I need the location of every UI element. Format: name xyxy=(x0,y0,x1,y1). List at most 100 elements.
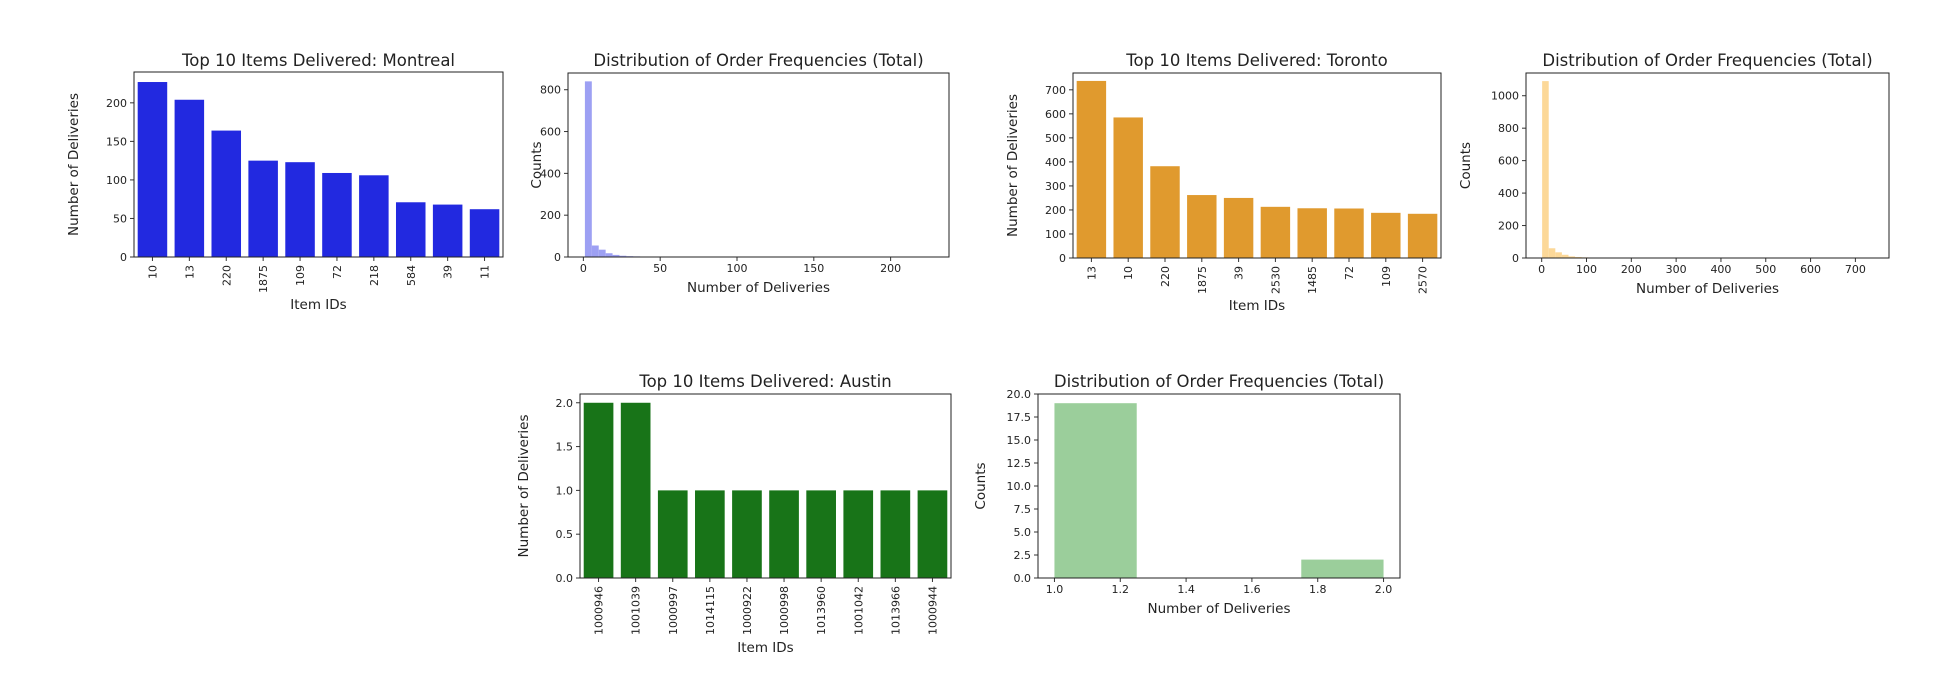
x-tick-label: 11 xyxy=(479,265,492,279)
y-tick-label: 400 xyxy=(1498,187,1519,200)
x-tick-label: 1000997 xyxy=(667,586,680,635)
x-tick-label: 0 xyxy=(580,262,587,275)
y-tick-label: 0 xyxy=(1512,252,1519,265)
plot-frame xyxy=(579,393,952,579)
x-tick-label: 0 xyxy=(1538,263,1545,276)
y-tick-label: 700 xyxy=(1045,84,1066,97)
y-tick-label: 200 xyxy=(540,209,561,222)
x-tick-label: 584 xyxy=(405,265,418,286)
x-tick-label: 600 xyxy=(1800,263,1821,276)
hist-bin-1 xyxy=(584,81,592,257)
bar-72 xyxy=(322,172,352,257)
x-tick-label: 1013960 xyxy=(815,586,828,635)
chart-title: Top 10 Items Delivered: Austin xyxy=(638,372,891,391)
hist-bin-3 xyxy=(598,249,606,257)
x-axis-label: Number of Deliveries xyxy=(1636,281,1779,297)
chart-title: Distribution of Order Frequencies (Total… xyxy=(1054,372,1384,391)
y-tick-label: 0.0 xyxy=(1014,572,1032,585)
bar-1014115 xyxy=(695,490,725,578)
bar-13 xyxy=(1076,80,1107,258)
y-tick-label: 2.0 xyxy=(556,397,574,410)
hist-bin-1 xyxy=(1542,81,1549,258)
chart-title: Distribution of Order Frequencies (Total… xyxy=(1542,51,1872,70)
x-tick-label: 13 xyxy=(183,265,196,279)
y-tick-label: 600 xyxy=(540,126,561,139)
y-axis-label: Number of Deliveries xyxy=(66,93,82,236)
x-tick-label: 1000922 xyxy=(741,586,754,635)
bar-11 xyxy=(469,209,500,257)
y-tick-label: 600 xyxy=(1498,155,1519,168)
bar-220 xyxy=(211,130,242,257)
y-axis-label: Number of Deliveries xyxy=(516,415,532,558)
x-tick-label: 200 xyxy=(1621,263,1642,276)
bar-72 xyxy=(1334,208,1364,258)
y-axis-label: Counts xyxy=(973,462,989,509)
x-tick-label: 10 xyxy=(1122,266,1135,280)
x-tick-label: 39 xyxy=(1233,266,1246,280)
y-tick-label: 0.0 xyxy=(556,572,574,585)
chart-panel-1: 10 13 220 1875 109 72 218 584 39 11 0 50 100 150 200 To… xyxy=(66,51,504,313)
y-tick-label: 12.5 xyxy=(1007,457,1032,470)
hist-bin-5 xyxy=(612,254,620,257)
hist-bin-4 xyxy=(1301,559,1384,578)
x-tick-label: 1014115 xyxy=(704,586,717,635)
y-tick-label: 50 xyxy=(113,212,127,225)
y-axis-label: Counts xyxy=(529,141,545,188)
x-tick-label: 220 xyxy=(220,265,233,286)
hist-bin-4 xyxy=(1561,254,1569,258)
hist-bin-5 xyxy=(1568,256,1576,258)
y-tick-label: 2.5 xyxy=(1014,549,1032,562)
bar-13 xyxy=(174,99,205,257)
bar-220 xyxy=(1150,166,1180,258)
chart-title: Top 10 Items Delivered: Montreal xyxy=(181,51,455,70)
y-tick-label: 400 xyxy=(1045,156,1066,169)
plot-frame xyxy=(567,72,950,258)
y-tick-label: 1.5 xyxy=(556,441,574,454)
x-tick-label: 1000998 xyxy=(778,586,791,635)
x-tick-label: 220 xyxy=(1159,266,1172,287)
bar-10 xyxy=(1113,117,1143,258)
y-tick-label: 5.0 xyxy=(1014,526,1032,539)
x-tick-label: 72 xyxy=(1343,266,1356,280)
bar-1001042 xyxy=(843,490,874,578)
x-tick-label: 72 xyxy=(331,265,344,279)
bar-1875 xyxy=(1187,195,1217,258)
y-tick-label: 0 xyxy=(120,251,127,264)
y-tick-label: 7.5 xyxy=(1014,503,1032,516)
x-tick-label: 2570 xyxy=(1417,266,1430,294)
bar-1875 xyxy=(248,160,278,257)
x-tick-label: 109 xyxy=(294,265,307,286)
chart-panel-2: 0 50 100 150 200 0 200 400 600 800 Distribution of… xyxy=(529,51,950,296)
y-tick-label: 20.0 xyxy=(1007,388,1032,401)
bar-39 xyxy=(432,204,463,257)
chart-panel-5: 1000946 1001039 1000997 1014115 1000922 10009… xyxy=(516,372,952,656)
x-tick-label: 400 xyxy=(1710,263,1731,276)
x-tick-label: 1485 xyxy=(1306,266,1319,294)
y-tick-label: 600 xyxy=(1045,108,1066,121)
y-tick-label: 100 xyxy=(106,174,127,187)
x-tick-label: 1.6 xyxy=(1243,583,1261,596)
y-tick-label: 15.0 xyxy=(1007,434,1032,447)
bar-218 xyxy=(359,175,389,257)
x-tick-label: 1.8 xyxy=(1309,583,1327,596)
hist-bin-2 xyxy=(591,245,599,257)
y-tick-label: 0.5 xyxy=(556,528,574,541)
x-tick-label: 150 xyxy=(803,262,824,275)
x-tick-label: 2.0 xyxy=(1375,583,1393,596)
x-tick-label: 1875 xyxy=(1196,266,1209,294)
x-tick-label: 1.2 xyxy=(1112,583,1130,596)
x-axis-label: Item IDs xyxy=(1229,298,1285,314)
x-tick-label: 1013966 xyxy=(889,586,902,635)
bar-2570 xyxy=(1407,213,1438,258)
x-tick-label: 1000944 xyxy=(926,586,939,635)
bar-109 xyxy=(1371,212,1401,258)
hist-bin-4 xyxy=(605,253,613,257)
x-tick-label: 10 xyxy=(146,265,159,279)
y-tick-label: 800 xyxy=(1498,122,1519,135)
x-tick-label: 13 xyxy=(1085,266,1098,280)
x-tick-label: 1.0 xyxy=(1046,583,1064,596)
y-tick-label: 500 xyxy=(1045,132,1066,145)
chart-panel-4: 0 100 200 300 400 500 600 700 0 200 400 600 800 1000 D… xyxy=(1458,51,1890,297)
x-axis-label: Item IDs xyxy=(737,640,793,656)
x-tick-label: 1001039 xyxy=(630,586,643,635)
